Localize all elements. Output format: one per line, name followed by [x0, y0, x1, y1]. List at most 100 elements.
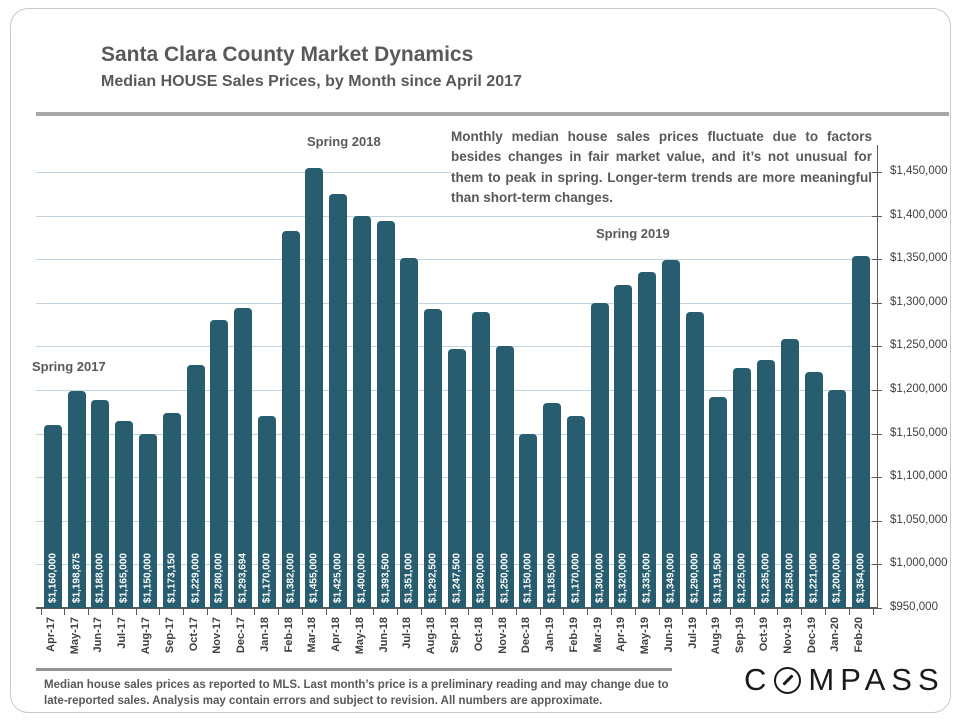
bar-Jun-18: $1,393,500 — [376, 221, 395, 608]
bar-value-label: $1,229,000 — [190, 552, 201, 603]
bar-value-label: $1,335,000 — [641, 552, 653, 603]
bar-value-label: $1,455,000 — [308, 552, 320, 603]
x-axis-month-label: Jan-19 — [544, 617, 557, 652]
x-axis-month-label: Jan-20 — [829, 617, 842, 652]
x-axis-month-label: Apr-17 — [44, 617, 57, 652]
annotation-spring-2019: Spring 2019 — [596, 226, 670, 241]
bar-Dec-19: $1,221,000 — [804, 371, 823, 608]
bar-Apr-19: $1,320,000 — [614, 285, 633, 608]
bar-Apr-17: $1,160,000 — [43, 424, 62, 608]
y-axis-tick-label: $1,050,000 — [890, 513, 948, 526]
bar-Nov-17: $1,280,000 — [210, 320, 229, 608]
bar-May-19: $1,335,000 — [638, 272, 657, 608]
x-axis-month-label: Oct-18 — [472, 617, 485, 652]
bar-Oct-18: $1,290,000 — [471, 311, 490, 608]
x-axis-month-label: Jul-17 — [116, 617, 129, 649]
x-axis-month-label: Apr-19 — [615, 617, 628, 652]
bar-value-label: $1,191,500 — [712, 552, 724, 603]
bar-value-label: $1,173,150 — [166, 552, 178, 603]
bar-Apr-18: $1,425,000 — [329, 193, 348, 608]
bar-value-label: $1,198,875 — [71, 552, 83, 603]
x-axis-tick — [611, 609, 612, 615]
x-axis-month-label: Feb-20 — [853, 617, 866, 653]
x-axis-month-label: Sep-17 — [163, 617, 176, 654]
x-axis-tick — [848, 609, 850, 615]
bar-Mar-19: $1,300,000 — [590, 302, 609, 608]
bar-value-label: $1,354,000 — [855, 552, 867, 603]
bar-value-label: $1,393,500 — [380, 552, 392, 603]
bar-Dec-18: $1,150,000 — [519, 433, 538, 608]
gridline — [36, 346, 878, 348]
x-axis-month-label: Nov-19 — [781, 617, 794, 654]
annotation-textbox: Monthly median house sales prices fluctu… — [451, 127, 872, 208]
x-axis-month-label: Aug-18 — [425, 617, 438, 655]
footer-divider — [36, 668, 672, 671]
bar-Sep-18: $1,247,500 — [448, 348, 466, 608]
annotation-spring-2018: Spring 2018 — [307, 134, 381, 149]
bar-Jun-17: $1,188,000 — [91, 400, 110, 608]
x-axis-tick — [206, 609, 208, 615]
bar-value-label: $1,250,000 — [499, 552, 511, 603]
y-axis-tick-label: $1,100,000 — [890, 470, 948, 483]
y-axis-tick-label: $1,000,000 — [890, 557, 948, 570]
x-axis-tick — [539, 609, 541, 615]
page-title: Santa Clara County Market Dynamics — [101, 43, 474, 66]
x-axis-month-label: Sep-19 — [734, 617, 747, 654]
y-axis-tick-label: $1,450,000 — [890, 165, 948, 178]
gridline — [36, 259, 878, 261]
bar-Aug-17: $1,150,000 — [138, 433, 157, 608]
bar-Oct-17: $1,229,000 — [186, 364, 205, 608]
y-axis-tick-label: $1,150,000 — [890, 426, 948, 439]
bar-value-label: $1,188,000 — [94, 552, 106, 603]
bar-value-label: $1,400,000 — [356, 552, 368, 603]
bar-Jan-18: $1,170,000 — [257, 416, 276, 608]
report-card: Santa Clara County Market Dynamics Media… — [10, 8, 951, 713]
y-axis-tick-label: $1,250,000 — [890, 339, 948, 352]
x-axis-month-label: Mar-18 — [306, 617, 319, 653]
x-axis-tick — [325, 609, 327, 615]
bar-Jan-19: $1,185,000 — [543, 403, 562, 608]
x-axis-tick — [777, 609, 779, 615]
x-axis-tick — [64, 609, 66, 615]
x-axis-tick — [563, 609, 565, 615]
bar-Jul-18: $1,351,000 — [400, 258, 419, 608]
bar-Aug-18: $1,292,500 — [424, 309, 443, 608]
bar-value-label: $1,150,000 — [142, 552, 154, 603]
y-axis-tick-label: $1,350,000 — [890, 252, 948, 265]
bar-Sep-19: $1,225,000 — [733, 368, 752, 608]
logo-letters-mpass: MPASS — [808, 662, 945, 697]
x-axis-tick — [872, 609, 874, 615]
bar-value-label: $1,235,000 — [760, 552, 772, 603]
bar-value-label: $1,290,000 — [689, 552, 701, 603]
logo-letters-c: C — [744, 662, 773, 697]
x-axis-tick — [301, 609, 303, 615]
x-axis-tick — [515, 609, 517, 615]
x-axis-month-label: Dec-17 — [235, 617, 248, 654]
gridline — [36, 302, 878, 304]
bar-value-label: $1,292,500 — [427, 552, 439, 603]
bar-value-label: $1,351,000 — [403, 552, 415, 603]
bar-Jan-20: $1,200,000 — [828, 390, 847, 608]
title-divider — [36, 112, 949, 116]
bar-Sep-17: $1,173,150 — [162, 413, 181, 608]
x-axis-tick — [801, 609, 803, 615]
x-axis-tick — [397, 609, 399, 615]
x-axis-month-label: Mar-19 — [591, 617, 604, 653]
bar-value-label: $1,320,000 — [617, 552, 629, 603]
x-axis-month-label: Sep-18 — [449, 617, 461, 654]
x-axis-line — [36, 607, 878, 609]
bar-Feb-18: $1,382,000 — [281, 231, 300, 608]
bar-value-label: $1,160,000 — [47, 552, 59, 603]
x-axis-tick — [88, 609, 90, 615]
x-axis-month-label: Aug-17 — [139, 617, 152, 655]
bar-value-label: $1,300,000 — [594, 552, 606, 603]
bar-value-label: $1,200,000 — [831, 552, 843, 603]
x-axis-month-label: Jul-18 — [401, 617, 414, 649]
bar-Jun-19: $1,349,000 — [661, 260, 680, 608]
bar-value-label: $1,170,000 — [570, 552, 582, 603]
x-axis-month-label: Jun-19 — [662, 617, 675, 653]
x-axis-tick — [706, 609, 708, 615]
bar-value-label: $1,247,500 — [451, 552, 463, 603]
x-axis-tick — [183, 609, 185, 615]
bar-Nov-19: $1,258,000 — [780, 339, 799, 608]
